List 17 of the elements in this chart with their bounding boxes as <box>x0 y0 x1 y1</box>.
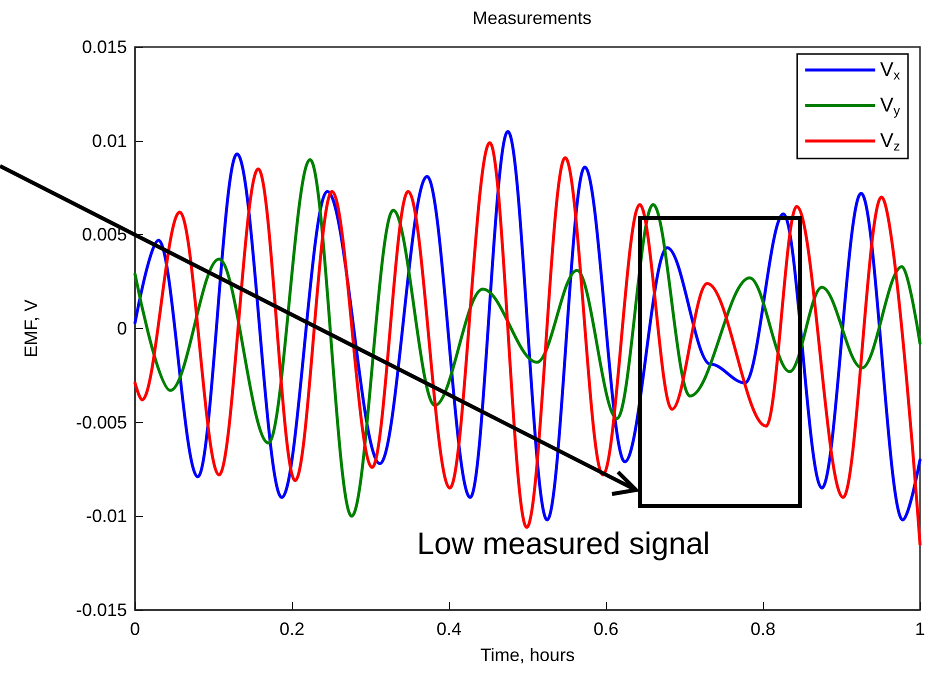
y-tick-label: 0.015 <box>82 37 127 57</box>
y-axis-title: EMF, V <box>21 299 41 358</box>
x-tick-label: 0 <box>130 619 140 639</box>
y-tick-label: -0.005 <box>76 412 127 432</box>
y-tick-label: 0.005 <box>82 224 127 245</box>
y-tick-label: 0.01 <box>92 130 127 151</box>
y-tick-label: 0 <box>116 318 127 338</box>
x-tick-label: 0.8 <box>750 619 776 639</box>
x-tick-label: 0.6 <box>593 619 619 639</box>
x-tick-label: 1 <box>914 619 926 639</box>
annotation: Low measured signal <box>417 526 710 561</box>
y-tick-label: -0.01 <box>86 506 127 526</box>
x-tick-label: 0.2 <box>279 619 305 639</box>
y-tick-label: -0.015 <box>76 600 127 620</box>
x-axis-title: Time, hours <box>480 645 575 665</box>
chart-title: Measurements <box>472 8 592 28</box>
x-tick-label: 0.4 <box>436 619 462 639</box>
